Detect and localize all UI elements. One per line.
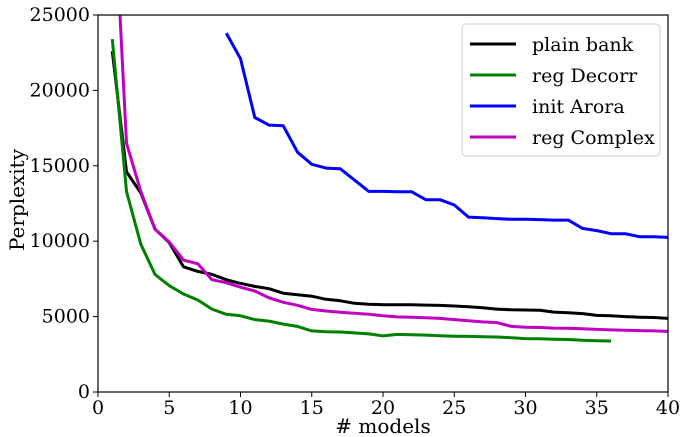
x-tick-label: 30 — [513, 397, 537, 419]
legend-label: reg Complex — [532, 127, 655, 149]
y-tick-label: 0 — [78, 381, 90, 403]
x-tick-label: 15 — [300, 397, 324, 419]
x-axis: 0 5 10 15 20 25 30 35 40 — [92, 392, 680, 419]
legend-label: plain bank — [532, 34, 634, 56]
y-tick-label: 15000 — [30, 155, 90, 177]
y-tick-label: 10000 — [30, 230, 90, 252]
x-tick-label: 5 — [163, 397, 175, 419]
y-tick-label: 20000 — [30, 79, 90, 101]
x-tick-label: 10 — [228, 397, 252, 419]
y-tick-label: 25000 — [30, 4, 90, 26]
x-tick-label: 25 — [442, 397, 466, 419]
legend-label: init Arora — [532, 96, 625, 118]
series-line-init-arora — [224, 32, 668, 239]
legend-label: reg Decorr — [532, 65, 638, 87]
series-line-reg-decorr — [110, 38, 612, 343]
y-tick-label: 5000 — [42, 306, 90, 328]
x-tick-label: 20 — [371, 397, 395, 419]
y-axis-title: Perplexity — [5, 148, 29, 251]
x-tick-label: 35 — [585, 397, 609, 419]
legend: plain bank reg Decorr init Arora reg Comple… — [461, 23, 661, 157]
y-axis: 0 5000 10000 15000 20000 25000 — [30, 4, 98, 403]
legend-box — [461, 23, 661, 157]
x-axis-title: # models — [335, 414, 430, 437]
series-line-reg-complex — [118, 15, 668, 333]
series-layer — [110, 15, 668, 343]
x-tick-label: 0 — [92, 397, 104, 419]
x-tick-label: 40 — [656, 397, 680, 419]
